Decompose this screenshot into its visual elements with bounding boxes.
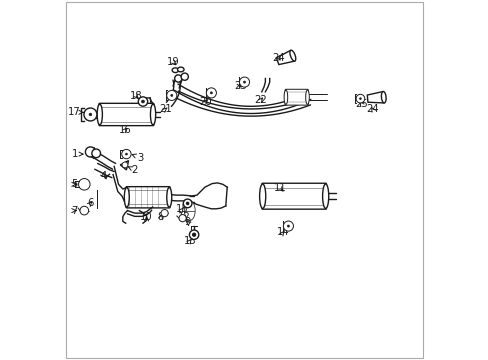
Circle shape [79, 179, 90, 190]
Circle shape [85, 147, 95, 157]
Circle shape [355, 94, 364, 103]
Text: 20: 20 [199, 96, 211, 107]
Circle shape [174, 75, 182, 82]
FancyBboxPatch shape [285, 89, 307, 105]
Ellipse shape [284, 90, 287, 104]
Text: 12: 12 [177, 212, 190, 222]
Ellipse shape [97, 104, 102, 125]
Circle shape [210, 92, 212, 94]
Circle shape [243, 81, 245, 83]
Circle shape [141, 100, 144, 103]
Circle shape [122, 149, 131, 159]
Text: 24: 24 [272, 53, 285, 63]
Text: 6: 6 [87, 198, 93, 208]
Text: 16: 16 [119, 125, 131, 135]
Circle shape [138, 97, 147, 106]
Text: 24: 24 [365, 104, 378, 114]
Text: 18: 18 [130, 91, 142, 102]
Text: 22: 22 [254, 95, 266, 105]
Circle shape [89, 113, 92, 116]
Ellipse shape [172, 68, 178, 72]
Text: 19: 19 [166, 57, 179, 67]
FancyBboxPatch shape [126, 186, 170, 208]
Circle shape [189, 230, 199, 239]
Circle shape [92, 149, 101, 158]
Ellipse shape [381, 91, 386, 103]
Text: 17: 17 [68, 107, 83, 117]
Text: 23: 23 [233, 81, 246, 91]
Circle shape [80, 206, 88, 215]
Text: 14: 14 [277, 227, 289, 237]
Text: 21: 21 [159, 104, 172, 114]
Circle shape [359, 98, 361, 99]
Circle shape [125, 153, 127, 155]
Circle shape [287, 225, 289, 227]
Text: 2: 2 [128, 165, 138, 175]
FancyBboxPatch shape [262, 183, 325, 209]
Circle shape [206, 88, 216, 98]
Text: 4: 4 [101, 171, 107, 181]
Text: 9: 9 [184, 217, 190, 228]
Text: 25: 25 [354, 99, 367, 109]
Circle shape [170, 94, 172, 96]
Text: 7: 7 [71, 206, 78, 216]
Circle shape [122, 162, 127, 168]
FancyBboxPatch shape [99, 103, 153, 126]
Ellipse shape [166, 187, 171, 207]
Ellipse shape [259, 184, 265, 208]
Polygon shape [120, 161, 128, 170]
Circle shape [161, 210, 168, 217]
Text: 3: 3 [132, 153, 143, 163]
Ellipse shape [177, 67, 183, 72]
Polygon shape [276, 50, 294, 64]
Text: 5: 5 [71, 179, 78, 189]
Polygon shape [366, 91, 384, 103]
Ellipse shape [150, 104, 155, 125]
Circle shape [166, 90, 177, 100]
Ellipse shape [305, 90, 309, 104]
Circle shape [192, 233, 195, 236]
Text: 10: 10 [140, 212, 153, 222]
Circle shape [181, 73, 188, 80]
Text: 8: 8 [158, 212, 164, 222]
Circle shape [84, 108, 97, 121]
Circle shape [283, 221, 293, 231]
Ellipse shape [289, 50, 295, 61]
Circle shape [179, 215, 186, 222]
Circle shape [183, 199, 192, 208]
Text: 15: 15 [176, 204, 188, 214]
Text: 11: 11 [273, 183, 285, 193]
Ellipse shape [124, 187, 129, 207]
Circle shape [186, 202, 188, 204]
Text: 13: 13 [183, 236, 196, 246]
Ellipse shape [322, 184, 328, 208]
Ellipse shape [184, 201, 195, 220]
Text: 1: 1 [71, 149, 83, 159]
Circle shape [239, 77, 249, 87]
